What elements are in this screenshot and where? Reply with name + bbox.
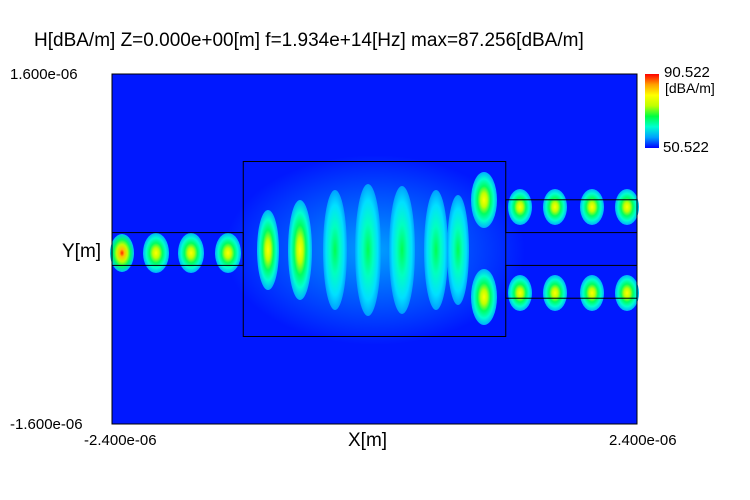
colorbar-min-label: 50.522	[663, 139, 709, 156]
colorbar	[645, 74, 659, 148]
mmi-lobe	[424, 190, 448, 310]
mmi-lobe	[288, 200, 312, 300]
field-intensity-layer	[110, 155, 639, 345]
colorbar-max-label: 90.522	[664, 64, 710, 81]
output-lobe-lower	[543, 275, 567, 311]
input-lobe	[215, 233, 241, 273]
x-tick-max: 2.400e-06	[609, 432, 677, 449]
input-lobe	[143, 233, 169, 273]
input-lobe	[110, 234, 134, 272]
mmi-lobe	[355, 184, 381, 316]
plot-frame	[111, 73, 638, 425]
x-axis-label: X[m]	[348, 430, 388, 451]
y-tick-max: 1.600e-06	[10, 66, 78, 83]
mmi-lobe	[257, 210, 279, 290]
y-axis-label: Y[m]	[62, 241, 102, 262]
output-lobe-upper	[543, 189, 567, 225]
output-lobe-upper	[615, 189, 639, 225]
output-lobe-lower	[615, 275, 639, 311]
mmi-output-lobe	[471, 269, 497, 325]
output-lobe-upper	[580, 189, 604, 225]
mmi-lobe	[389, 186, 415, 314]
output-lobe-lower	[580, 275, 604, 311]
mmi-lobe	[323, 190, 347, 310]
mmi-lobe	[447, 195, 469, 305]
mmi-output-lobe	[471, 172, 497, 228]
output-lobe-lower	[508, 275, 532, 311]
input-lobe	[178, 233, 204, 273]
chart-title: H[dBA/m] Z=0.000e+00[m] f=1.934e+14[Hz] …	[34, 30, 584, 51]
y-tick-min: -1.600e-06	[10, 416, 83, 433]
colorbar-unit-label: [dBA/m]	[665, 80, 715, 96]
output-lobe-upper	[508, 189, 532, 225]
x-tick-min: -2.400e-06	[84, 432, 157, 449]
mmi-region-outline	[242, 161, 507, 337]
